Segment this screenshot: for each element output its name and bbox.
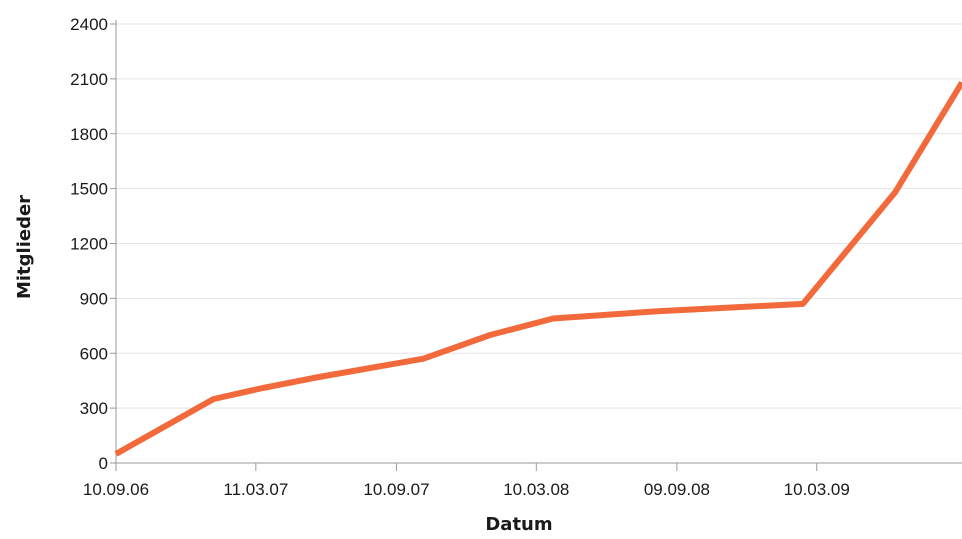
y-tick-label: 1500 [70, 180, 108, 199]
series-line [114, 80, 962, 457]
y-tick-label: 2400 [70, 15, 108, 34]
y-tick-label: 2100 [70, 70, 108, 89]
gridlines [116, 23, 962, 409]
x-tick-label: 10.03.09 [784, 480, 850, 499]
y-tick-label: 900 [80, 289, 108, 308]
x-tick-label: 11.03.07 [223, 480, 288, 499]
x-tick-label: 10.09.06 [83, 480, 149, 499]
y-tick-label: 600 [80, 344, 108, 363]
series-layer [114, 80, 962, 457]
x-tick-label: 09.09.08 [644, 480, 710, 499]
x-axis-title: Datum [485, 514, 552, 535]
tick-labels: 0 300 600 900 1200 1500 1800 2100 2400 10.09.06 11… [70, 15, 850, 499]
x-tick-label: 10.09.07 [363, 480, 429, 499]
y-tick-label: 0 [99, 454, 108, 473]
x-tick-label: 10.03.08 [503, 480, 569, 499]
y-tick-label: 1200 [70, 235, 108, 254]
axes [110, 20, 962, 471]
y-axis-title: Mitglieder [14, 195, 35, 299]
y-tick-label: 1800 [70, 125, 108, 144]
y-tick-label: 300 [80, 399, 108, 418]
